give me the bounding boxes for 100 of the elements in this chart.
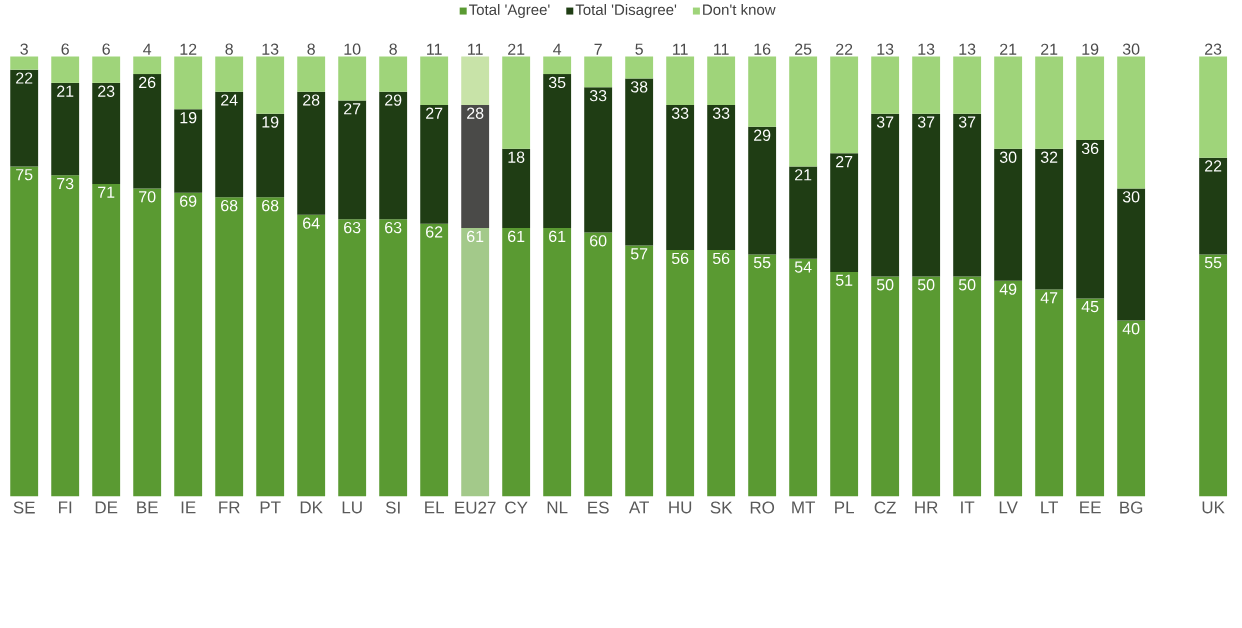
data-label: 19	[262, 116, 279, 128]
data-label: 50	[876, 278, 894, 291]
bar	[461, 227, 490, 497]
data-label: 16	[754, 43, 771, 55]
bar	[912, 56, 941, 114]
data-label: 27	[836, 155, 853, 168]
bar	[10, 69, 39, 167]
data-label: 55	[753, 256, 771, 269]
data-label: 13	[877, 43, 894, 55]
data-label: 33	[589, 89, 607, 102]
data-label: 8	[307, 43, 315, 55]
bar	[461, 56, 490, 105]
bar	[1199, 56, 1228, 158]
bar	[789, 258, 818, 497]
x-tick-label: SE	[13, 501, 35, 514]
bar	[502, 148, 531, 228]
data-label: 47	[1040, 292, 1058, 304]
x-tick-label: PL	[835, 501, 854, 514]
data-label: 33	[712, 107, 730, 119]
bar	[912, 113, 941, 277]
x-tick-label: DK	[300, 501, 323, 514]
data-label: 21	[1000, 43, 1017, 55]
bar	[666, 56, 695, 105]
data-label: 50	[958, 278, 976, 291]
bar	[830, 56, 859, 154]
data-label: 69	[180, 195, 197, 207]
bar	[871, 56, 900, 114]
data-label: 40	[1122, 322, 1140, 335]
bar	[51, 82, 80, 176]
bar	[133, 188, 162, 497]
x-tick-label: IT	[961, 501, 975, 514]
bar	[379, 56, 408, 92]
bar	[256, 113, 285, 198]
bar	[338, 100, 367, 220]
x-tick-label: UK	[1202, 501, 1225, 514]
data-label: 60	[590, 235, 607, 247]
data-label: 6	[102, 43, 110, 55]
data-label: 5	[635, 43, 643, 55]
data-label: 21	[57, 85, 74, 97]
data-label: 30	[1122, 43, 1140, 55]
bar	[256, 56, 285, 114]
data-label: 8	[389, 43, 397, 55]
bar	[994, 280, 1023, 497]
bar	[1035, 289, 1064, 497]
bar	[1035, 56, 1064, 149]
data-label: 22	[1205, 160, 1222, 172]
bar	[707, 104, 736, 250]
data-label: 37	[958, 116, 976, 128]
bar	[707, 249, 736, 497]
data-label: 75	[16, 169, 33, 181]
bar	[420, 104, 449, 224]
data-label: 49	[999, 283, 1017, 295]
bar	[502, 227, 531, 497]
data-label: 13	[918, 43, 935, 55]
bar	[297, 56, 326, 92]
bar	[543, 73, 572, 228]
data-label: 6	[61, 43, 69, 55]
bar	[625, 78, 654, 246]
data-label: 57	[630, 248, 648, 260]
bar	[871, 113, 900, 277]
data-label: 37	[917, 116, 935, 128]
bar	[1076, 56, 1105, 140]
data-label: 51	[835, 274, 853, 286]
data-label: 11	[468, 43, 483, 55]
bar	[953, 276, 982, 497]
x-tick-label: CZ	[874, 501, 896, 514]
bar	[830, 153, 859, 272]
bar	[215, 56, 244, 92]
data-label: 73	[57, 177, 74, 190]
data-label: 7	[594, 43, 602, 55]
x-tick-label: BG	[1120, 501, 1143, 514]
data-label: 61	[508, 230, 525, 242]
x-tick-label: EE	[1080, 501, 1101, 514]
x-tick-label: SI	[385, 501, 400, 514]
bar	[92, 183, 121, 497]
bar	[748, 126, 777, 255]
bar	[420, 223, 449, 497]
bar	[830, 271, 859, 497]
bar	[789, 166, 818, 259]
data-label: 30	[999, 151, 1017, 163]
data-label: 26	[139, 76, 156, 88]
bar	[1076, 139, 1105, 299]
data-label: 27	[344, 103, 361, 115]
bar	[543, 227, 572, 497]
data-label: 68	[262, 199, 279, 212]
bar	[1199, 254, 1228, 497]
x-tick-label: ES	[588, 501, 609, 514]
data-label: 4	[143, 43, 152, 55]
bar	[912, 276, 941, 497]
x-tick-label: LU	[342, 501, 362, 514]
data-label: 62	[426, 226, 443, 238]
data-label: 71	[98, 186, 115, 198]
bar	[953, 56, 982, 114]
x-tick-label: HR	[915, 501, 938, 514]
data-label: 61	[467, 230, 484, 242]
x-tick-label: RO	[750, 501, 775, 514]
data-label: 61	[549, 230, 566, 242]
bar	[871, 276, 900, 497]
x-tick-label: BE	[137, 501, 158, 514]
data-label: 29	[385, 94, 402, 106]
